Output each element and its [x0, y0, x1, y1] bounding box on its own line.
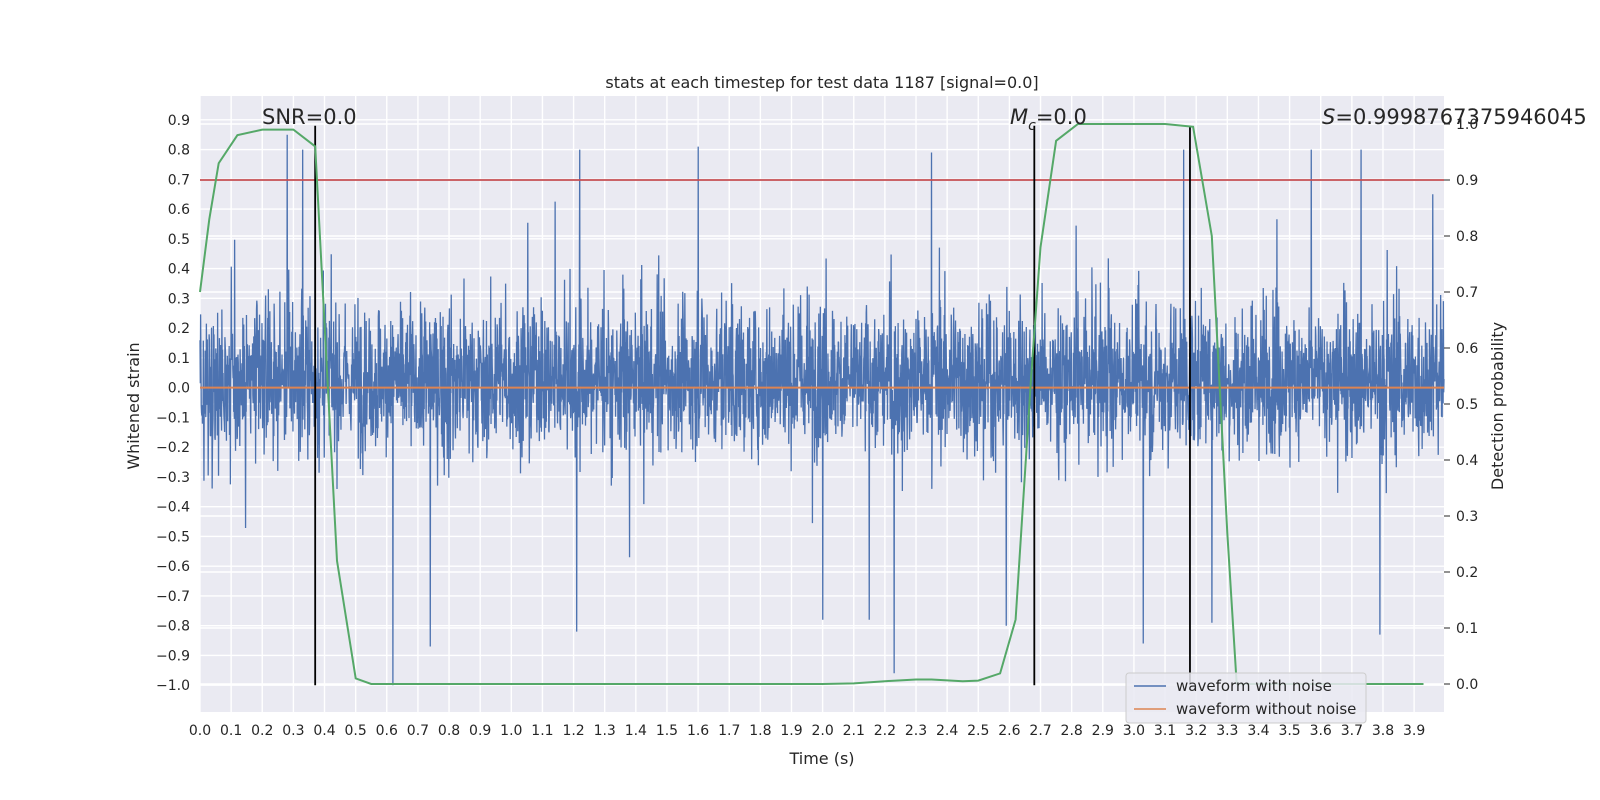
- y-tick-label: −0.8: [156, 619, 190, 635]
- y-ticks: 0.9 0.8 0.7 0.6 0.5 0.4 0.3 0.2 0.1 0.0 −0.1 −0.2 −0…: [156, 113, 190, 694]
- x-tick-label: 2.5: [967, 723, 989, 739]
- y-axis-label: Whitened strain: [124, 342, 143, 469]
- y2-tick-label: 0.4: [1456, 453, 1478, 469]
- x-tick-label: 3.1: [1154, 723, 1176, 739]
- x-tick-label: 0.9: [469, 723, 491, 739]
- y-tick-label: −0.6: [156, 559, 190, 575]
- x-tick-label: 3.2: [1185, 723, 1207, 739]
- y-tick-label: −0.2: [156, 440, 190, 456]
- y-tick-label: −0.5: [156, 529, 190, 545]
- y2-tick-label: 0.5: [1456, 397, 1478, 413]
- y-tick-label: 0.0: [168, 381, 190, 397]
- x-tick-label: 3.0: [1123, 723, 1145, 739]
- x-tick-label: 0.8: [438, 723, 460, 739]
- x-tick-label: 2.3: [905, 723, 927, 739]
- y-tick-label: 0.6: [168, 202, 190, 218]
- y-tick-label: −0.9: [156, 648, 190, 664]
- y-tick-label: 0.4: [168, 262, 190, 278]
- chirp-mass-subscript: c: [1028, 118, 1036, 134]
- score-annotation: S=0.9998767375946045: [1322, 105, 1587, 129]
- y-tick-label: −1.0: [156, 678, 190, 694]
- y-tick-label: 0.3: [168, 291, 190, 307]
- x-tick-label: 1.4: [625, 723, 647, 739]
- x-tick-label: 3.3: [1216, 723, 1238, 739]
- x-tick-label: 1.3: [594, 723, 616, 739]
- score-value: =0.9998767375946045: [1335, 105, 1586, 129]
- x-axis-label: Time (s): [788, 749, 854, 768]
- x-tick-label: 3.4: [1247, 723, 1269, 739]
- x-tick-label: 0.1: [220, 723, 242, 739]
- x-tick-label: 1.7: [718, 723, 740, 739]
- x-ticks: 0.0 0.1 0.2 0.3 0.4 0.5 0.6 0.7 0.8 0.9 1.0 1.1 1.2 1…: [189, 723, 1425, 739]
- x-tick-label: 0.0: [189, 723, 211, 739]
- y2-tick-label: 0.0: [1456, 677, 1478, 693]
- chirp-mass-value: =0.0: [1036, 105, 1087, 129]
- x-tick-label: 1.8: [749, 723, 771, 739]
- y2-tick-label: 0.2: [1456, 565, 1478, 581]
- grid: [199, 96, 1444, 712]
- detection-probability-line: [199, 123, 1424, 685]
- legend-label-noise: waveform with noise: [1176, 677, 1332, 695]
- data-marks: [199, 123, 1445, 686]
- x-tick-label: 0.6: [376, 723, 398, 739]
- y2-ticks: 1.0 0.9 0.8 0.7 0.6 0.5 0.4 0.3 0.2 0.1 0.0: [1444, 117, 1478, 693]
- score-symbol: S: [1322, 105, 1335, 129]
- y2-tick-label: 0.8: [1456, 229, 1478, 245]
- y2-tick-label: 0.3: [1456, 509, 1478, 525]
- x-tick-label: 3.9: [1403, 723, 1425, 739]
- y2-tick-label: 0.1: [1456, 621, 1478, 637]
- y-tick-label: 0.2: [168, 321, 190, 337]
- x-tick-label: 2.9: [1092, 723, 1114, 739]
- x-tick-label: 3.7: [1341, 723, 1363, 739]
- snr-annotation: SNR=0.0: [262, 105, 357, 129]
- x-tick-label: 2.0: [811, 723, 833, 739]
- x-tick-label: 2.6: [998, 723, 1020, 739]
- x-tick-label: 1.9: [780, 723, 802, 739]
- y2-axis-label: Detection probability: [1488, 322, 1507, 490]
- y2-tick-label: 0.7: [1456, 285, 1478, 301]
- x-tick-label: 1.0: [500, 723, 522, 739]
- y-tick-label: −0.1: [156, 410, 190, 426]
- chart-title: stats at each timestep for test data 118…: [605, 73, 1038, 92]
- x-tick-label: 3.6: [1310, 723, 1332, 739]
- x-tick-label: 0.2: [251, 723, 273, 739]
- legend-label-clean: waveform without noise: [1176, 700, 1356, 718]
- y2-tick-label: 0.6: [1456, 341, 1478, 357]
- x-tick-label: 2.1: [843, 723, 865, 739]
- x-tick-label: 3.8: [1372, 723, 1394, 739]
- legend-box: [1125, 672, 1367, 724]
- chirp-mass-annotation: Mc=0.0: [1010, 105, 1087, 134]
- y-tick-label: 0.7: [168, 172, 190, 188]
- chirp-mass-symbol: M: [1010, 105, 1028, 129]
- legend: waveform with noise waveform without noi…: [1125, 672, 1367, 724]
- x-tick-label: 1.2: [562, 723, 584, 739]
- x-tick-label: 2.7: [1029, 723, 1051, 739]
- y2-tick-label: 1.0: [1456, 117, 1478, 133]
- x-tick-label: 3.5: [1278, 723, 1300, 739]
- x-tick-label: 1.1: [531, 723, 553, 739]
- x-tick-label: 2.4: [936, 723, 958, 739]
- waveform-with-noise-line: [199, 134, 1445, 686]
- x-tick-label: 0.5: [345, 723, 367, 739]
- y-tick-label: 0.8: [168, 143, 190, 159]
- y-tick-label: −0.4: [156, 500, 190, 516]
- y-tick-label: −0.3: [156, 470, 190, 486]
- x-tick-label: 2.2: [874, 723, 896, 739]
- y2-tick-label: 0.9: [1456, 173, 1478, 189]
- y-tick-label: 0.5: [168, 232, 190, 248]
- x-tick-label: 0.3: [282, 723, 304, 739]
- x-tick-label: 2.8: [1061, 723, 1083, 739]
- y-tick-label: 0.1: [168, 351, 190, 367]
- x-tick-label: 0.7: [407, 723, 429, 739]
- y-tick-label: 0.9: [168, 113, 190, 129]
- y-tick-label: −0.7: [156, 589, 190, 605]
- x-tick-label: 0.4: [313, 723, 335, 739]
- x-tick-label: 1.6: [687, 723, 709, 739]
- x-tick-label: 1.5: [656, 723, 678, 739]
